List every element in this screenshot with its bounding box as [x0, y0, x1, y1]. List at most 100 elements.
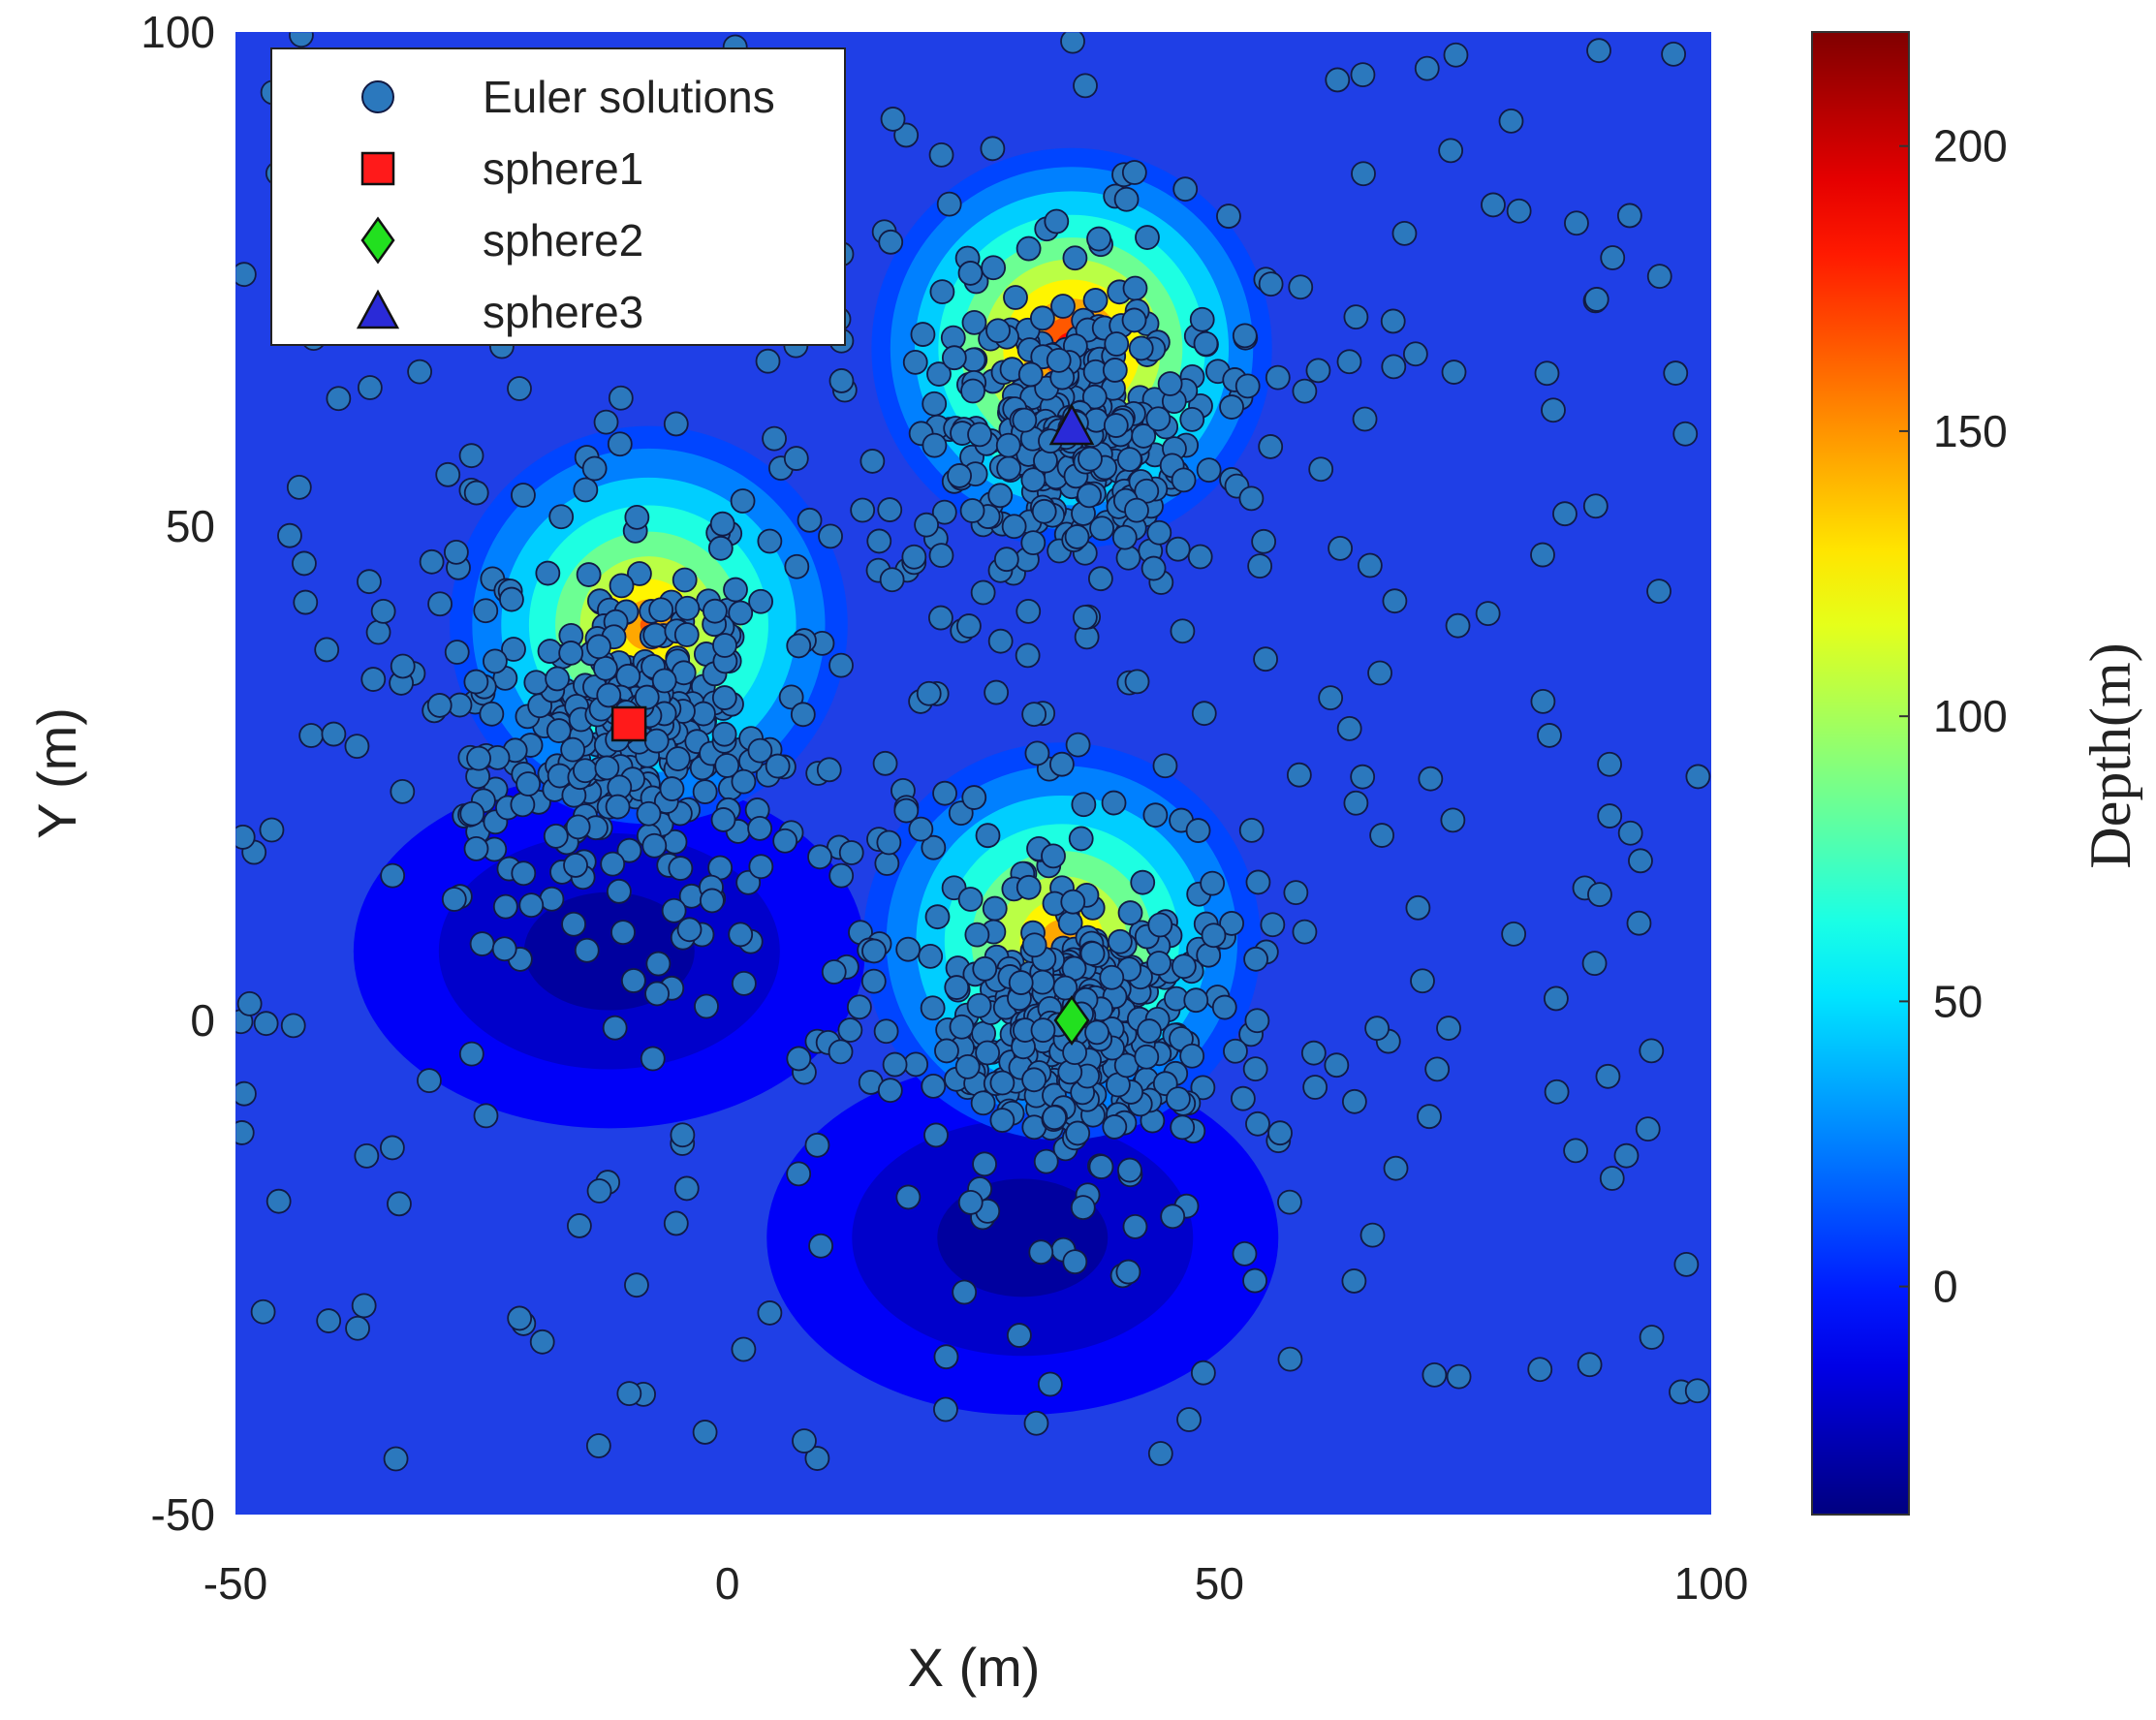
euler-solution-point: [529, 1329, 555, 1355]
euler-solution-point: [1216, 203, 1241, 229]
euler-solution-point: [1357, 552, 1383, 579]
euler-solution-point: [808, 1233, 833, 1259]
euler-solution-point: [1414, 55, 1440, 81]
euler-solution-point: [516, 771, 542, 797]
euler-solution-point: [390, 653, 416, 679]
euler-solution-point: [1238, 817, 1265, 843]
euler-solution-point: [874, 851, 900, 876]
euler-solution-point: [1171, 467, 1197, 493]
euler-solution-point: [928, 141, 954, 168]
euler-solution-point: [594, 755, 620, 781]
euler-solution-point: [606, 878, 632, 904]
euler-solution-point: [636, 800, 662, 827]
euler-solution-point: [1070, 1195, 1096, 1220]
euler-solution-point: [993, 547, 1019, 573]
euler-solution-point: [370, 598, 396, 624]
euler-solution-point: [765, 753, 791, 779]
euler-solution-point: [1190, 1360, 1216, 1386]
euler-solution-point: [1196, 457, 1222, 484]
euler-solution-point: [634, 684, 660, 710]
euler-solution-point: [747, 815, 773, 841]
euler-solution-point: [1673, 1251, 1700, 1277]
euler-solution-point: [607, 431, 633, 457]
euler-solution-point: [1172, 176, 1199, 203]
euler-solution-point: [1305, 358, 1331, 384]
euler-solution-point: [1628, 848, 1653, 874]
euler-solution-point: [1124, 497, 1149, 523]
euler-solution-point: [1179, 1043, 1205, 1069]
euler-solution-point: [1046, 347, 1072, 373]
euler-solution-point: [1065, 732, 1091, 758]
euler-solution-point: [344, 734, 370, 760]
euler-solution-point: [1328, 535, 1354, 561]
euler-solution-point: [828, 368, 855, 393]
legend: Euler solutions sphere1 sphere2 sphere3: [270, 47, 846, 346]
euler-solution-point: [648, 597, 674, 623]
euler-solution-point: [1260, 912, 1286, 938]
colorbar-bar: [1811, 31, 1910, 1516]
euler-solution-point: [966, 992, 992, 1018]
euler-solution-point: [1130, 869, 1156, 895]
euler-solution-point: [694, 993, 719, 1019]
euler-solution-point: [1017, 361, 1044, 388]
euler-solution-point: [345, 1315, 370, 1341]
euler-solution-point: [379, 1135, 405, 1161]
euler-solution-point: [967, 422, 992, 448]
euler-solution-point: [880, 107, 906, 132]
euler-solution-point: [1135, 225, 1160, 250]
euler-solution-point: [748, 588, 773, 614]
euler-solution-point: [546, 718, 572, 743]
euler-solution-point: [501, 637, 526, 662]
euler-solution-point: [615, 663, 641, 689]
euler-solution-point: [1283, 880, 1309, 905]
euler-solution-point: [1441, 360, 1467, 385]
euler-solution-point: [380, 862, 406, 889]
euler-solution-point: [1006, 1323, 1032, 1348]
euler-solution-point: [1543, 985, 1569, 1012]
euler-solution-point: [1183, 987, 1209, 1014]
euler-solution-point: [674, 595, 701, 621]
euler-solution-point: [1617, 820, 1643, 846]
euler-solution-point: [1251, 528, 1277, 554]
euler-solution-point: [757, 1300, 783, 1326]
euler-solution-point: [895, 936, 922, 962]
euler-solution-point: [723, 577, 748, 603]
euler-solution-point: [507, 1305, 533, 1331]
euler-solution-point: [507, 376, 532, 401]
euler-solution-point: [747, 737, 773, 764]
euler-solution-point: [1073, 73, 1098, 99]
euler-solution-point: [1147, 1441, 1173, 1466]
euler-solution-point: [985, 318, 1011, 344]
euler-solution-point: [518, 892, 545, 919]
euler-solution-point: [1211, 994, 1237, 1020]
euler-solution-point: [566, 1213, 592, 1238]
euler-solution-point: [1242, 1267, 1267, 1294]
euler-solution-point: [235, 262, 257, 288]
euler-solution-point: [877, 1078, 903, 1104]
euler-solution-point: [1122, 1213, 1148, 1239]
euler-solution-point: [259, 817, 285, 843]
euler-solution-point: [1253, 646, 1278, 672]
euler-solution-point: [1008, 970, 1034, 995]
euler-solution-point: [1552, 501, 1578, 527]
legend-marker-sphere2: [360, 216, 395, 265]
euler-solution-point: [1146, 519, 1172, 546]
euler-solution-point: [956, 613, 982, 639]
x-axis-label: X (m): [908, 1637, 1041, 1698]
euler-solution-point: [565, 814, 591, 840]
euler-solution-point: [821, 959, 847, 985]
euler-solution-point: [1086, 226, 1111, 252]
euler-solution-point: [427, 591, 453, 617]
euler-solution-point: [923, 1122, 949, 1148]
euler-solution-point: [1160, 1204, 1186, 1230]
euler-solution-point: [645, 951, 672, 977]
euler-solution-point: [1122, 275, 1148, 301]
euler-solution-point: [757, 528, 783, 554]
euler-solution-point: [1672, 421, 1699, 447]
euler-solution-point: [537, 639, 563, 664]
euler-solution-point: [665, 746, 691, 771]
euler-solution-point: [573, 758, 598, 784]
euler-solution-point: [1440, 807, 1466, 833]
euler-solution-point: [574, 937, 600, 963]
euler-solution-point: [1062, 1249, 1088, 1275]
